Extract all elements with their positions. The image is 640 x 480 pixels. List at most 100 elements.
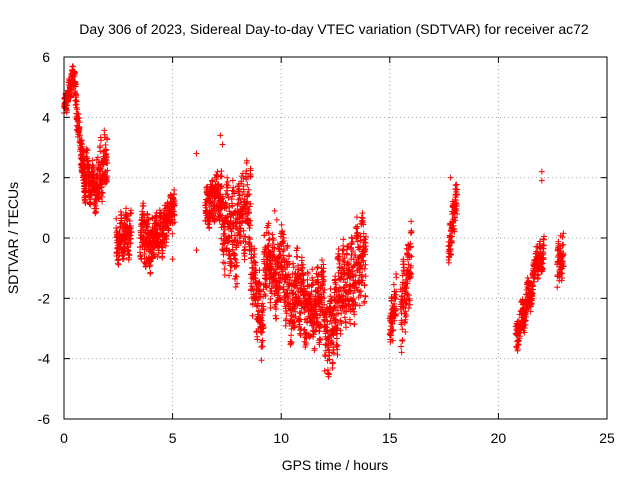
data-point — [271, 207, 278, 214]
data-point — [234, 202, 241, 209]
data-point — [246, 210, 253, 217]
data-point — [231, 251, 238, 258]
data-point — [320, 277, 327, 284]
data-point — [294, 253, 301, 260]
x-tick-label: 20 — [491, 430, 507, 446]
data-point — [338, 320, 345, 327]
data-point — [297, 332, 304, 339]
data-point — [273, 306, 280, 313]
data-point — [405, 305, 412, 312]
data-point — [291, 303, 298, 310]
data-point — [322, 353, 329, 360]
data-point — [218, 182, 225, 189]
data-point — [560, 241, 567, 248]
y-tick-label: 6 — [42, 49, 50, 65]
data-point — [280, 234, 287, 241]
data-point — [218, 168, 225, 175]
data-point — [269, 248, 276, 255]
data-point — [273, 315, 280, 322]
data-point — [402, 308, 409, 315]
data-point — [448, 239, 455, 246]
data-point — [308, 288, 315, 295]
x-tick-label: 10 — [273, 430, 289, 446]
data-point — [514, 346, 521, 353]
data-point — [337, 331, 344, 338]
data-point — [447, 174, 454, 181]
data-point — [163, 232, 170, 239]
data-point — [295, 276, 302, 283]
data-point — [141, 214, 148, 221]
data-point — [399, 336, 406, 343]
data-point — [358, 271, 365, 278]
data-point — [224, 191, 231, 198]
data-point — [265, 220, 272, 227]
data-point — [104, 135, 111, 142]
data-point — [259, 337, 266, 344]
data-point — [328, 340, 335, 347]
data-point — [329, 364, 336, 371]
data-point — [408, 253, 415, 260]
data-point — [399, 326, 406, 333]
data-point — [357, 288, 364, 295]
y-axis-label: SDTVAR / TECUs — [5, 182, 21, 294]
data-point — [259, 321, 266, 328]
data-point — [538, 177, 545, 184]
data-point — [280, 286, 287, 293]
data-point — [303, 329, 310, 336]
data-point — [317, 336, 324, 343]
data-point — [321, 286, 328, 293]
data-point — [408, 270, 415, 277]
data-point — [257, 314, 264, 321]
x-tick-label: 5 — [169, 430, 177, 446]
data-point — [247, 165, 254, 172]
data-point — [560, 251, 567, 258]
data-point — [453, 203, 460, 210]
data-point — [224, 174, 231, 181]
data-point — [140, 203, 147, 210]
data-point — [240, 227, 247, 234]
data-point — [221, 266, 228, 273]
data-point — [300, 261, 307, 268]
data-point — [276, 280, 283, 287]
data-point — [285, 258, 292, 265]
data-point — [388, 332, 395, 339]
data-point — [321, 367, 328, 374]
data-point — [280, 252, 287, 259]
data-point — [97, 137, 104, 144]
data-point — [261, 232, 268, 239]
data-point — [73, 104, 80, 111]
data-point — [318, 257, 325, 264]
data-point — [128, 210, 135, 217]
data-point — [321, 294, 328, 301]
data-point — [295, 294, 302, 301]
data-point — [308, 291, 315, 298]
data-point — [240, 188, 247, 195]
data-point — [247, 280, 254, 287]
data-point — [350, 248, 357, 255]
data-point — [362, 243, 369, 250]
data-point — [530, 282, 537, 289]
data-point — [209, 178, 216, 185]
data-point — [347, 320, 354, 327]
data-point — [326, 356, 333, 363]
data-point — [221, 232, 228, 239]
data-point — [219, 141, 226, 148]
data-point — [217, 183, 224, 190]
data-point — [305, 270, 312, 277]
data-point — [315, 271, 322, 278]
tick-labels: 0 5 10 15 20 25 -6 -4 -2 0 2 4 6 — [38, 49, 615, 446]
data-point — [99, 190, 106, 197]
data-point — [229, 187, 236, 194]
data-point — [276, 255, 283, 262]
data-point — [354, 229, 361, 236]
data-point — [104, 167, 111, 174]
data-point — [349, 238, 356, 245]
data-point — [222, 260, 229, 267]
data-point — [247, 217, 254, 224]
data-point — [87, 196, 94, 203]
data-point — [401, 268, 408, 275]
data-point — [241, 252, 248, 259]
data-point — [351, 311, 358, 318]
data-point — [221, 272, 228, 279]
data-point — [354, 238, 361, 245]
